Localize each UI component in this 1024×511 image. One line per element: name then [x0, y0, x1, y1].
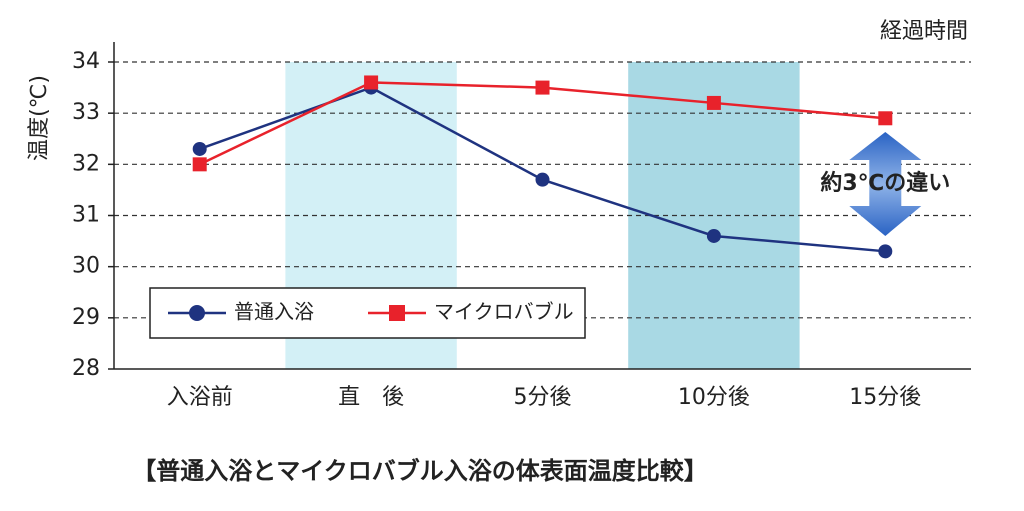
y-tick-label: 29: [72, 305, 100, 330]
difference-arrow: [849, 132, 922, 236]
x-tick-label: 直 後: [338, 385, 404, 410]
y-axis-label: 温度(℃): [27, 75, 52, 161]
data-point: [706, 95, 721, 110]
x-tick-label: 15分後: [849, 385, 921, 410]
x-tick-label: 10分後: [678, 385, 750, 410]
data-point: [192, 141, 207, 156]
x-axis-label: 経過時間: [880, 19, 968, 44]
x-tick-label: 入浴前: [167, 385, 233, 410]
chart-title: 【普通入浴とマイクロバブル入浴の体表面温度比較】: [132, 457, 708, 485]
data-point: [535, 172, 550, 187]
legend-marker: [389, 305, 405, 321]
y-tick-label: 33: [72, 100, 100, 125]
x-tick-label: 5分後: [514, 385, 572, 410]
data-point: [706, 228, 721, 243]
data-point: [535, 80, 550, 95]
y-tick-label: 32: [72, 151, 100, 176]
data-point: [364, 75, 379, 90]
y-tick-label: 30: [72, 254, 100, 279]
legend-label: マイクロバブル: [434, 300, 574, 324]
y-tick-label: 31: [72, 203, 100, 228]
data-point: [878, 244, 893, 259]
y-tick-label: 28: [72, 356, 100, 381]
y-tick-label: 34: [72, 49, 100, 74]
data-point: [192, 157, 207, 172]
annotation: 約3℃の違い: [820, 170, 950, 196]
legend-label: 普通入浴: [234, 300, 314, 324]
data-point: [878, 111, 893, 126]
legend-marker: [189, 305, 205, 321]
